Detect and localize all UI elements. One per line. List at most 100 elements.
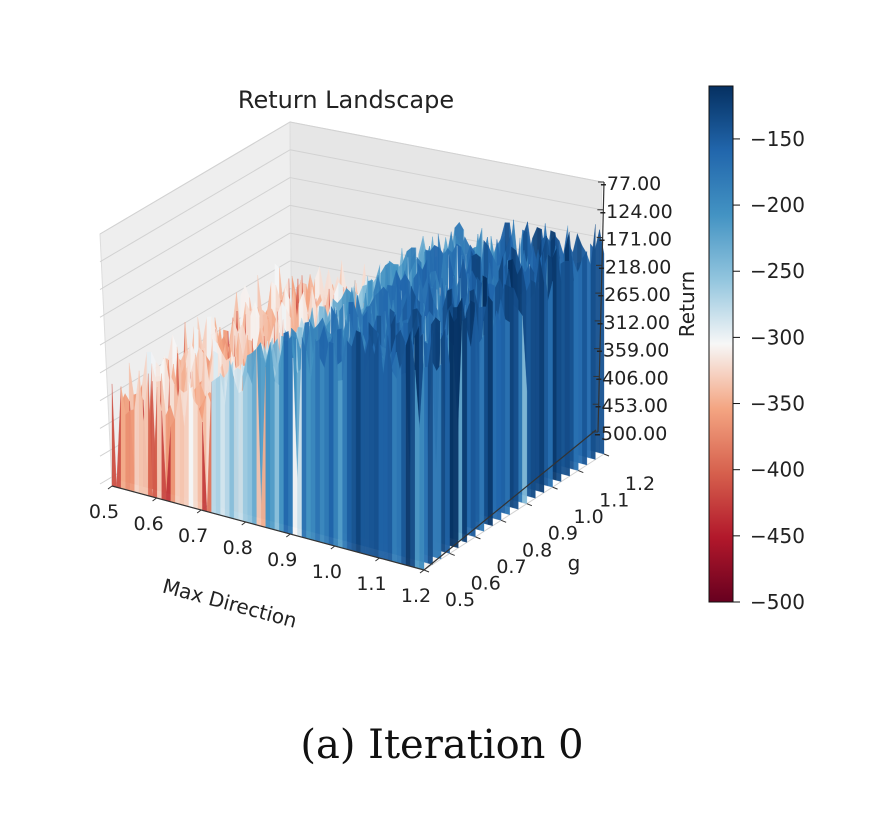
surface-strip: [509, 286, 514, 509]
surface-strip: [590, 224, 596, 460]
grid-line: [99, 204, 291, 318]
surface-strip: [369, 334, 375, 557]
surface-strip: [436, 363, 442, 560]
y-tick-label: 0.5: [445, 589, 475, 611]
x-tick-label: 0.9: [267, 549, 297, 571]
surface-strip: [233, 379, 239, 521]
surface-strip: [487, 295, 493, 526]
surface-strip: [427, 330, 433, 565]
surface-strip: [383, 335, 388, 561]
surface-strip: [431, 361, 437, 558]
surface-strip: [324, 341, 330, 545]
surface-strip: [288, 331, 294, 535]
z-tick-label: -218.00: [598, 256, 671, 278]
x-tick: [375, 557, 380, 562]
surface-strip: [301, 337, 307, 539]
colorbar-tick-label: −400: [750, 458, 805, 482]
surface-strip: [556, 248, 562, 482]
surface-plot: [111, 219, 605, 571]
surface-strip: [586, 252, 592, 459]
z-axis-line: [597, 181, 605, 433]
y-axis-line: [423, 429, 597, 571]
surface-strip: [440, 329, 446, 553]
y-tick: [526, 503, 533, 507]
x-tick-labels: 0.5 0.6 0.7 0.8 0.9 1.0 1.1 1.2: [89, 485, 431, 607]
z-tick-label: -359.00: [596, 340, 669, 362]
surface-strip: [193, 400, 199, 510]
surface-strip: [577, 258, 583, 464]
colorbar: [708, 85, 734, 603]
surface-strip: [513, 288, 519, 510]
x-tick: [196, 509, 202, 514]
z-tick-label: -312.00: [597, 312, 670, 334]
surface-strip: [479, 334, 485, 532]
surface-strip: [401, 345, 407, 566]
colorbar-tick-label: −250: [750, 259, 805, 283]
y-tick: [500, 519, 507, 523]
x-tick: [330, 545, 336, 550]
z-tick-label: -406.00: [595, 367, 668, 389]
grid-line: [289, 177, 603, 239]
surface-strip: [319, 358, 325, 544]
surface-strip: [396, 364, 402, 565]
grid-line: [99, 232, 291, 346]
colorbar-tick-label: −450: [750, 524, 805, 548]
grid-line: [423, 453, 605, 571]
surface-strip: [229, 360, 235, 520]
z-tick-label: -265.00: [597, 284, 670, 306]
z-tick-label: -500.00: [594, 423, 667, 445]
z-axis-label: Return: [675, 271, 699, 337]
surface-strip: [315, 339, 321, 543]
surface-strip: [211, 378, 217, 515]
y-tick: [552, 486, 558, 490]
surface-strip: [129, 409, 135, 493]
surface-strip: [265, 342, 271, 529]
surface-strip: [306, 350, 312, 540]
x-tick-label: 0.6: [133, 513, 163, 535]
surface-strip: [378, 333, 384, 560]
surface-strip: [374, 333, 379, 558]
surface-strip: [333, 343, 339, 548]
surface-strip: [470, 308, 476, 538]
surface-strip: [197, 405, 203, 511]
colorbar-ticks: −150 −200 −250 −300 −350 −400 −450 −500: [733, 127, 805, 614]
y-tick-labels: 0.50.60.70.80.91.01.11.2: [423, 453, 655, 611]
surface-strip: [483, 295, 489, 525]
surface-strip: [530, 279, 536, 499]
surface-strip: [328, 341, 334, 546]
surface-strip: [500, 299, 506, 514]
x-tick-label: 0.8: [223, 537, 253, 559]
surface-strip: [274, 381, 280, 532]
y-tick-label: 1.2: [625, 473, 655, 495]
z-tick-label: -453.00: [595, 395, 668, 417]
y-tick: [449, 552, 455, 556]
surface-strip: [445, 329, 450, 554]
surface-strip: [560, 260, 566, 476]
y-tick-label: 1.1: [599, 490, 629, 512]
surface-strip: [238, 390, 244, 522]
y-tick: [475, 536, 481, 540]
surface-strip: [573, 269, 579, 471]
y-tick-label: 0.8: [522, 539, 552, 561]
chart-title: Return Landscape: [238, 86, 454, 114]
grid-line: [99, 177, 291, 290]
surface-strip: [337, 380, 343, 549]
surface-strip: [283, 331, 289, 534]
x-axis-label: Max Direction: [160, 574, 300, 633]
colorbar-tick-label: −500: [750, 590, 805, 614]
surface-strip: [547, 281, 553, 488]
surface-strip: [215, 375, 221, 516]
x-tick: [107, 485, 113, 490]
x-tick-label: 0.7: [178, 525, 208, 547]
surface-strip: [453, 316, 459, 549]
surface-strip: [242, 372, 248, 523]
x-tick-label: 1.2: [401, 585, 431, 607]
y-tick-label: 0.6: [471, 572, 501, 594]
y-tick-label: 1.0: [573, 506, 603, 528]
z-tick-labels: -77.00 -124.00 -171.00 -218.00 -265.00 -312.0…: [592, 173, 673, 445]
surface-strip: [474, 303, 480, 531]
z-tick-label: -124.00: [599, 201, 672, 223]
surface-strip: [247, 372, 253, 524]
y-tick: [423, 569, 430, 573]
surface-strip: [449, 309, 454, 547]
